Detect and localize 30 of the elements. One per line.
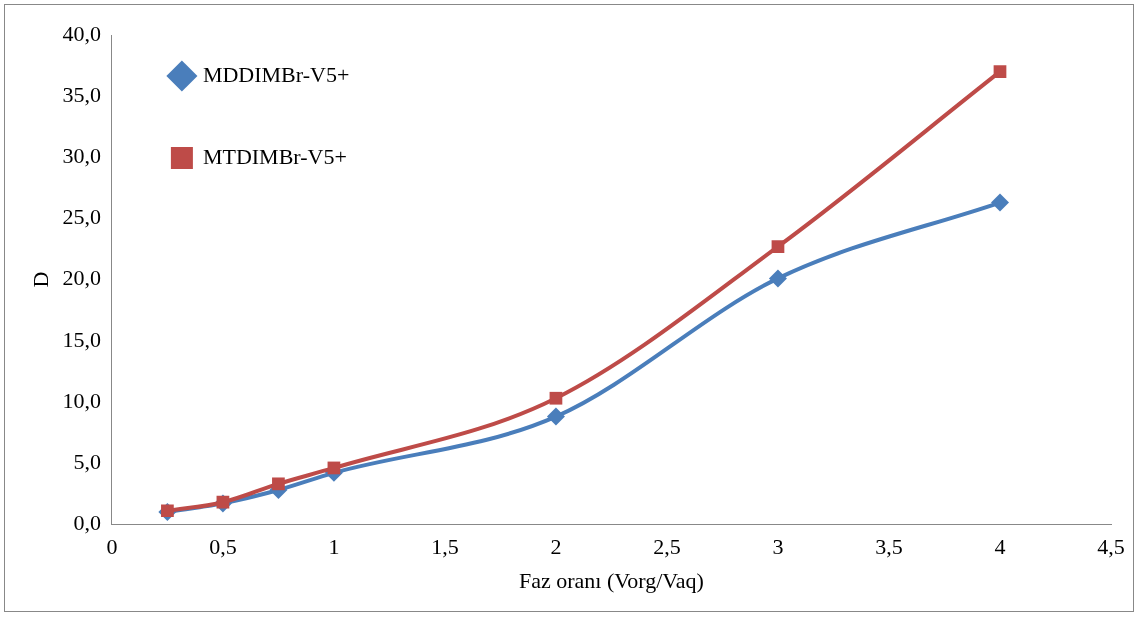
legend-label: MTDIMBr-V5+	[202, 143, 347, 169]
point	[990, 193, 1009, 212]
y-axis-title: D	[27, 271, 53, 288]
x-tick-label: 4,5	[1097, 534, 1125, 560]
x-tick-label: 1	[328, 534, 340, 560]
point	[549, 391, 563, 405]
y-tick-label: 25,0	[62, 204, 101, 230]
x-tick-label: 2,5	[653, 534, 681, 560]
point	[272, 477, 285, 491]
y-tick-label: 10,0	[62, 387, 101, 413]
x-tick-label: 0	[106, 534, 118, 560]
legend-label: MDDIMBr-V5+	[202, 61, 350, 87]
x-tick-label: 1,5	[431, 534, 459, 560]
point	[993, 65, 1007, 79]
y-tick-label: 5,0	[73, 448, 101, 474]
x-axis-title: Faz oranı (Vorg/Vaq)	[518, 567, 704, 593]
y-tick-label: 15,0	[62, 326, 101, 352]
x-tick-label: 2	[550, 534, 562, 560]
point	[768, 269, 787, 288]
x-tick-label: 4	[994, 534, 1006, 560]
y-tick-label: 40,0	[62, 20, 101, 46]
y-tick-label: 20,0	[62, 265, 101, 291]
y-tick-label: 35,0	[62, 81, 101, 107]
x-tick-label: 3	[772, 534, 784, 560]
point	[771, 240, 785, 253]
y-tick-label: 0,0	[73, 509, 101, 535]
x-tick-label: 0,5	[209, 534, 237, 560]
point	[546, 407, 565, 426]
y-tick-label: 30,0	[62, 143, 101, 169]
x-tick-label: 3,5	[875, 534, 903, 560]
